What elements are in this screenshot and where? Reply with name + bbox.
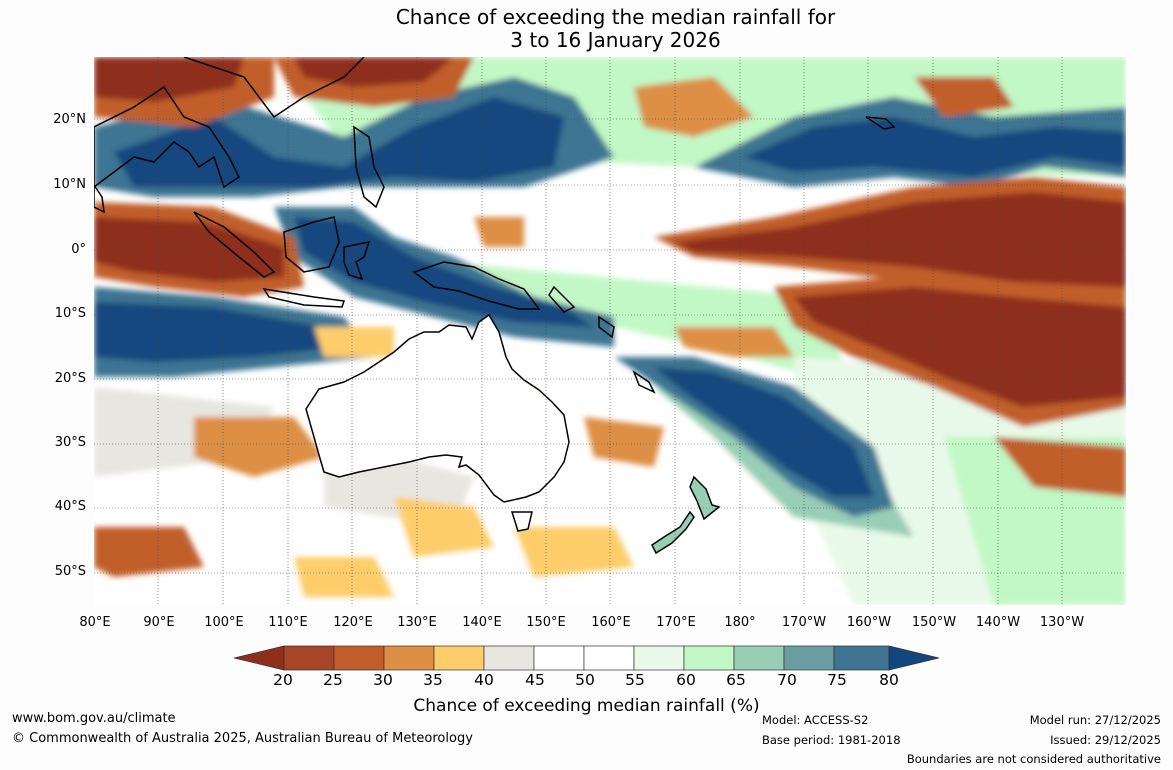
colorbar-label: 30: [373, 671, 393, 689]
colorbar-segment: [633, 645, 685, 671]
lat-label: 50°S: [54, 564, 86, 579]
colorbar-label: 60: [676, 671, 696, 689]
lat-label: 40°S: [54, 499, 86, 514]
colorbar-segment: [888, 645, 939, 671]
philippines: [353, 125, 385, 209]
hawaii: [865, 116, 896, 130]
lon-label: 160°E: [591, 615, 631, 630]
base-period: Base period: 1981-2018: [762, 733, 901, 747]
new-caledonia: [632, 370, 656, 394]
colorbar-label: 35: [423, 671, 443, 689]
colorbar-label: 70: [777, 671, 797, 689]
australia-landmass: [305, 313, 570, 532]
new-guinea: [412, 261, 541, 310]
colorbar-segment: [283, 645, 335, 671]
lon-label: 140°E: [462, 615, 502, 630]
colorbar-segment: [533, 645, 585, 671]
sulawesi: [343, 241, 371, 281]
lon-label: 80°E: [79, 615, 111, 630]
map-title-line2: 3 to 16 January 2026: [510, 28, 721, 52]
model-name: Model: ACCESS-S2: [762, 713, 869, 727]
colorbar-label: 55: [625, 671, 645, 689]
colorbar-segment: [483, 645, 535, 671]
colorbar-label: 20: [273, 671, 293, 689]
borneo: [283, 216, 340, 273]
colorbar-segment: [833, 645, 890, 671]
lon-label: 180°: [724, 615, 756, 630]
colorbar-segment: [433, 645, 485, 671]
colorbar-label: 45: [525, 671, 545, 689]
new-zealand-south: [651, 510, 695, 555]
solomon-islands: [548, 285, 576, 313]
colorbar-segment: [383, 645, 435, 671]
vanuatu: [598, 315, 615, 339]
map-title-line1: Chance of exceeding the median rainfall …: [395, 5, 836, 29]
lon-label: 170°E: [656, 615, 696, 630]
colorbar-segment: [583, 645, 635, 671]
colorbar-label: 80: [879, 671, 899, 689]
lat-label: 30°S: [54, 435, 86, 450]
lon-label: 120°E: [333, 615, 373, 630]
rainfall-map: [94, 57, 1126, 605]
lat-label: 0°: [71, 242, 86, 257]
lon-label: 160°W: [846, 615, 892, 630]
southeast-asia-mainland: [94, 85, 240, 189]
lon-label: 170°W: [781, 615, 827, 630]
colorbar-label: 75: [827, 671, 847, 689]
colorbar-label: 50: [575, 671, 595, 689]
graticule: [94, 57, 1126, 605]
sumatra: [193, 211, 276, 278]
probability-field: [94, 57, 1126, 605]
colorbar-segment: [733, 645, 785, 671]
colorbar-label: 25: [323, 671, 343, 689]
sri-lanka: [94, 183, 105, 214]
colorbar-label: 40: [474, 671, 494, 689]
lon-label: 90°E: [143, 615, 175, 630]
new-zealand-north: [689, 475, 721, 521]
issued-date: Issued: 29/12/2025: [1050, 733, 1161, 747]
lon-label: 150°E: [526, 615, 566, 630]
boundaries-disclaimer: Boundaries are not considered authoritat…: [906, 752, 1161, 766]
colorbar: [234, 645, 939, 671]
colorbar-segment: [333, 645, 385, 671]
lat-label: 10°S: [54, 306, 86, 321]
china-coast: [183, 57, 365, 119]
colorbar-segment: [783, 645, 835, 671]
website-link[interactable]: www.bom.gov.au/climate: [12, 711, 176, 726]
colorbar-segment: [683, 645, 735, 671]
model-run-date: Model run: 27/12/2025: [1029, 713, 1161, 727]
colorbar-segment: [234, 645, 285, 671]
lon-label: 100°E: [204, 615, 244, 630]
lon-label: 140°W: [975, 615, 1021, 630]
lat-label: 10°N: [53, 177, 86, 192]
lon-label: 130°W: [1039, 615, 1085, 630]
colorbar-label: 65: [726, 671, 746, 689]
copyright-text: © Commonwealth of Australia 2025, Austra…: [12, 731, 473, 746]
lon-label: 150°W: [911, 615, 957, 630]
lat-label: 20°N: [53, 112, 86, 127]
lat-label: 20°S: [54, 371, 86, 386]
lon-label: 130°E: [397, 615, 437, 630]
java: [262, 287, 345, 308]
lon-label: 110°E: [268, 615, 308, 630]
colorbar-title: Chance of exceeding median rainfall (%): [413, 696, 760, 716]
